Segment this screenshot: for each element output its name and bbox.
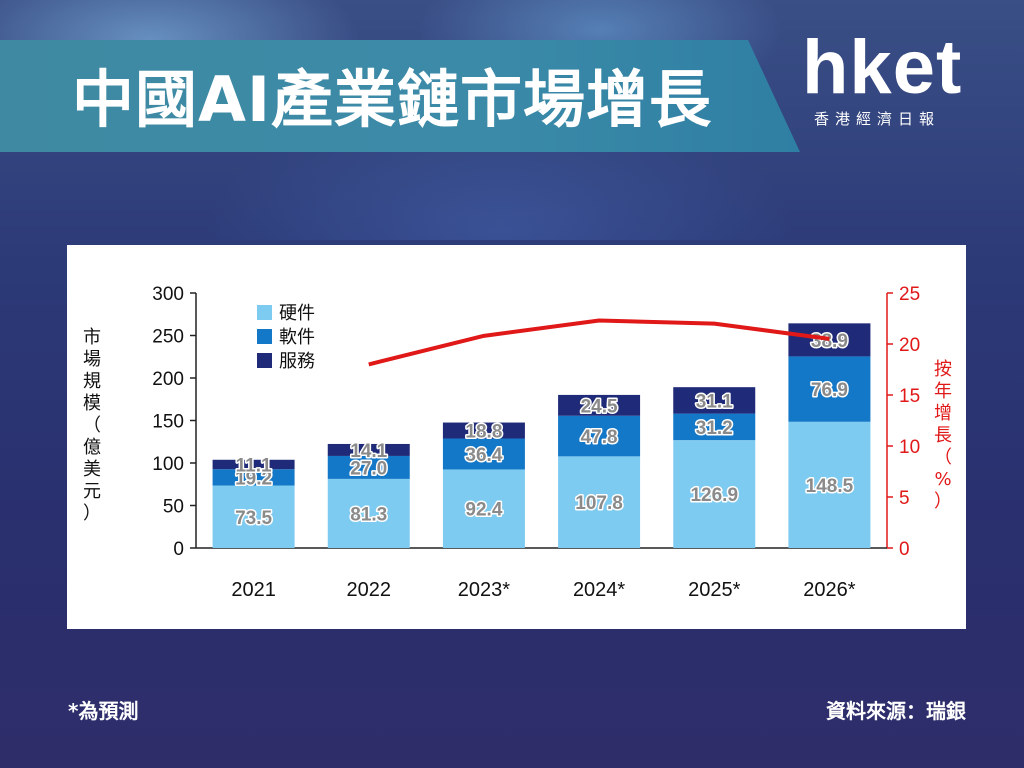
right-axis-tick-label: 15	[899, 386, 920, 407]
bar-value-label: 19.2	[235, 468, 272, 489]
left-axis-title-char: 美	[83, 459, 101, 480]
bar-segment-0	[558, 456, 641, 548]
x-axis-category-label: 2024*	[573, 579, 625, 601]
right-axis-title-char: 長	[934, 425, 952, 446]
bar-value-label: 38.9	[811, 331, 848, 352]
bar-segment-1	[442, 438, 525, 470]
bar-segment-0	[442, 469, 525, 548]
bar-segment-1	[558, 415, 641, 457]
left-axis-title-char: 模	[83, 393, 101, 414]
left-axis-tick-label: 50	[163, 497, 184, 518]
bar-segment-0	[673, 440, 756, 548]
bar-segment-2	[673, 387, 756, 414]
logo-wordmark: hket	[802, 25, 963, 110]
right-axis-tick-label: 0	[899, 539, 910, 560]
legend-swatch	[257, 353, 272, 368]
left-axis-title-char: 億	[83, 437, 101, 458]
bar-value-label: 126.9	[690, 485, 738, 506]
left-axis-title-char: ）	[83, 503, 101, 524]
left-axis-title-char: （	[83, 415, 101, 436]
bar-segment-0	[212, 485, 295, 548]
left-axis-tick-label: 250	[152, 327, 184, 348]
growth-line	[368, 318, 830, 367]
bar-segment-1	[788, 356, 871, 422]
legend-swatch	[257, 305, 272, 320]
bar-segment-2	[442, 422, 525, 439]
bar-segment-2	[788, 323, 871, 357]
chart-panel: 0 50 100 150 200 250 300 0 5 10 15 20 25 73.5 19.2 11.1…	[67, 245, 966, 629]
left-axis-title-char: 市	[83, 327, 101, 348]
bar-segment-1	[212, 469, 295, 486]
bar-segment-2	[327, 443, 410, 456]
legend-label: 服務	[279, 351, 315, 372]
hket-logo: hket 香港經濟日報	[800, 28, 990, 138]
bar-segment-0	[788, 421, 871, 548]
legend-label: 硬件	[279, 303, 315, 324]
x-axis-category-label: 2021	[231, 579, 275, 601]
left-axis-tick-label: 300	[152, 284, 184, 305]
bar-value-label: 148.5	[806, 476, 854, 497]
bar-value-label: 14.1	[350, 441, 387, 462]
left-axis-tick-label: 150	[152, 412, 184, 433]
right-axis-tick-label: 5	[899, 488, 910, 509]
bar-segment-2	[212, 459, 295, 470]
x-axis-category-label: 2023*	[458, 579, 510, 601]
right-axis-tick-label: 20	[899, 335, 920, 356]
right-axis-title-char: ）	[934, 491, 952, 512]
page-title: 中國AI產業鏈市場增長	[72, 63, 713, 136]
left-axis-tick-label: 0	[173, 539, 184, 560]
bar-value-label: 76.9	[811, 380, 848, 401]
bar-segment-0	[327, 478, 410, 548]
bar-segment-1	[673, 413, 756, 441]
bar-value-label: 11.1	[236, 455, 272, 476]
bar-value-label: 73.5	[235, 508, 272, 529]
x-axis-category-label: 2025*	[688, 579, 740, 601]
bar-value-label: 24.5	[581, 396, 618, 417]
bar-segment-1	[327, 455, 410, 479]
right-axis-tick-label: 10	[899, 437, 920, 458]
left-axis-title-char: 元	[83, 481, 101, 502]
legend-label: 軟件	[279, 327, 315, 348]
legend-swatch	[257, 329, 272, 344]
bar-value-label: 18.8	[465, 422, 502, 443]
bar-segment-2	[558, 394, 641, 416]
logo-subtitle: 香港經濟日報	[814, 110, 941, 128]
left-axis-tick-label: 200	[152, 369, 184, 390]
right-axis-title-char: 按	[934, 359, 952, 380]
bar-value-label: 81.3	[350, 504, 387, 525]
title-banner	[0, 40, 800, 152]
bar-value-label: 27.0	[350, 458, 387, 479]
x-axis-category-label: 2026*	[803, 579, 855, 601]
right-axis-title-char: %	[934, 469, 951, 490]
left-axis-title-char: 規	[83, 371, 101, 392]
bar-value-label: 36.4	[465, 445, 502, 466]
bar-value-label: 107.8	[575, 493, 623, 514]
right-axis-title-char: 增	[934, 403, 952, 424]
x-axis-category-label: 2022	[347, 579, 392, 601]
right-axis-title-char: 年	[934, 381, 952, 402]
bar-value-label: 31.2	[696, 418, 733, 439]
left-axis-title-char: 場	[83, 349, 101, 370]
forecast-footnote: *為預測	[68, 699, 139, 723]
bar-value-label: 92.4	[465, 500, 502, 521]
bar-value-label: 47.8	[581, 427, 618, 448]
stacked-bar-chart: 0 50 100 150 200 250 300 0 5 10 15 20 25 73.5 19.211.1…	[83, 284, 952, 601]
data-source: 資料來源：瑞銀	[826, 699, 966, 723]
left-axis-tick-label: 100	[152, 454, 184, 475]
right-axis-tick-label: 25	[899, 284, 920, 305]
bar-value-label: 31.1	[696, 391, 733, 412]
right-axis-title-char: （	[934, 447, 952, 468]
